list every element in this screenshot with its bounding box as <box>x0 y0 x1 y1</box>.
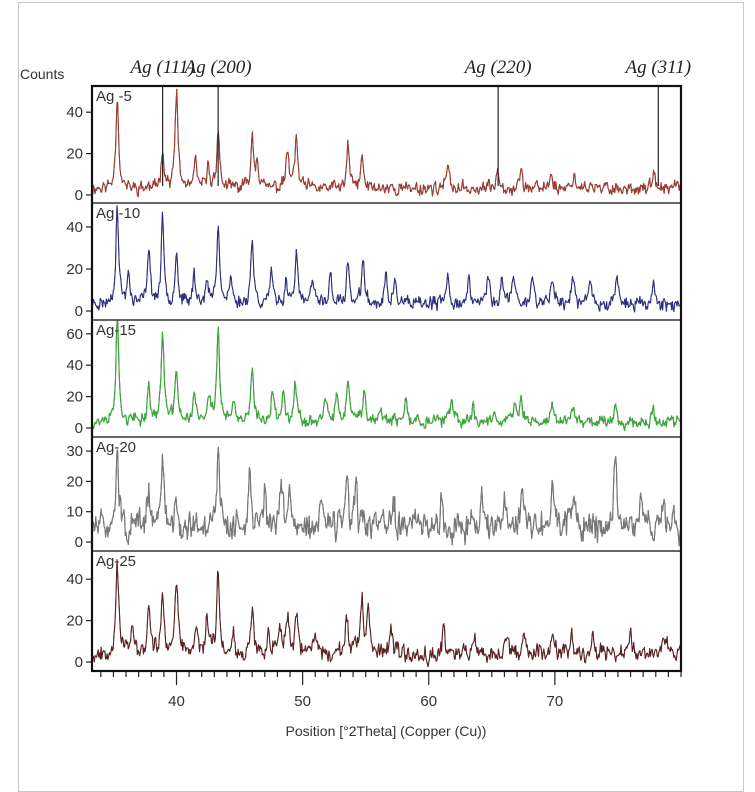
y-tick-label: 20 <box>66 146 83 163</box>
x-axis-title: Position [°2Theta] (Copper (Cu)) <box>286 723 487 739</box>
x-tick-label: 50 <box>294 693 311 710</box>
y-tick-label: 20 <box>66 389 83 406</box>
reference-label: Ag (200) <box>183 57 252 78</box>
plot-frame <box>90 84 683 673</box>
y-tick-label: 40 <box>66 219 83 236</box>
series-trace <box>91 205 682 313</box>
x-tick-label: 40 <box>168 693 185 710</box>
x-tick-label: 60 <box>420 693 437 710</box>
reference-label: Ag (220) <box>463 57 532 78</box>
y-tick-label: 40 <box>66 104 83 121</box>
y-tick-label: 20 <box>66 613 83 630</box>
y-tick-label: 0 <box>75 654 83 671</box>
y-axis-title: Counts <box>20 66 64 82</box>
xrd-chart: Counts Position [°2Theta] (Copper (Cu)) … <box>20 57 691 739</box>
y-tick-label: 20 <box>66 473 83 490</box>
plot-area: 0 20 40 Ag -5 0 20 40 Ag -10 0 20 40 60 Ag-15 0 10 20 30… <box>66 57 691 710</box>
series-trace <box>91 559 682 668</box>
y-tick-label: 20 <box>66 261 83 278</box>
y-tick-label: 10 <box>66 504 83 521</box>
y-tick-label: 40 <box>66 571 83 588</box>
y-tick-label: 30 <box>66 443 83 460</box>
series-trace <box>91 446 682 547</box>
y-tick-label: 40 <box>66 357 83 374</box>
series-trace <box>91 88 682 198</box>
reference-label: Ag (311) <box>623 57 691 78</box>
series-trace <box>91 320 681 432</box>
panel-label: Ag-25 <box>96 553 136 570</box>
y-tick-label: 0 <box>75 534 83 551</box>
reference-label: Ag (111) <box>129 57 195 78</box>
y-tick-label: 0 <box>75 420 83 437</box>
panel-label: Ag-20 <box>96 439 136 456</box>
panel-label: Ag-15 <box>96 322 136 339</box>
x-tick-label: 70 <box>547 693 564 710</box>
trace-shadow-0 <box>91 88 682 198</box>
y-tick-label: 0 <box>75 187 83 204</box>
panel-label: Ag -10 <box>96 205 140 222</box>
panel-label: Ag -5 <box>96 88 132 105</box>
y-tick-label: 60 <box>66 326 83 343</box>
y-tick-label: 0 <box>75 303 83 320</box>
